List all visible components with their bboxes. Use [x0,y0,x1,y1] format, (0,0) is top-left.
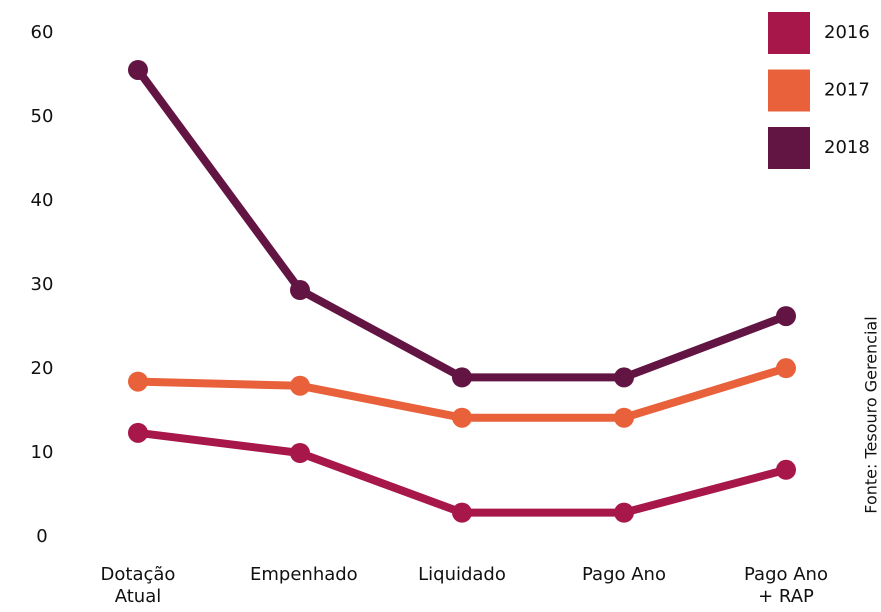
point [452,367,472,388]
point [614,367,634,388]
point [776,358,796,379]
y-tick-label: 0 [36,526,47,547]
y-tick-label: 10 [31,442,54,463]
y-tick-label: 40 [31,190,54,211]
y-tick-label: 60 [31,22,54,43]
legend-label: 2018 [824,137,870,158]
x-tick-label: Pago Ano + RAP [744,564,828,607]
y-tick-label: 30 [31,274,54,295]
point [614,407,634,428]
point [128,371,148,392]
point [290,443,310,463]
x-tick-label: Liquidado [418,564,506,585]
point [290,280,310,301]
point [776,306,796,327]
y-tick-label: 50 [31,106,54,127]
legend-label: 2017 [824,80,870,101]
source-note: Fonte: Tesouro Gerencial [862,316,881,513]
series-line [134,67,788,382]
point [452,502,472,523]
x-tick-label: Dotação Atual [100,564,176,607]
x-tick-label: Pago Ano [582,564,666,585]
legend-label: 2016 [824,22,870,43]
point [614,502,634,523]
legend-swatch [768,69,810,112]
point [128,59,148,80]
legend-swatch [768,12,810,54]
legend-swatch [768,127,810,169]
point [290,375,310,396]
point [776,459,796,480]
y-tick-label: 20 [31,358,54,379]
point [128,422,148,443]
series-line [137,428,788,517]
point [452,407,472,428]
x-tick-label: Empenhado [250,564,358,585]
